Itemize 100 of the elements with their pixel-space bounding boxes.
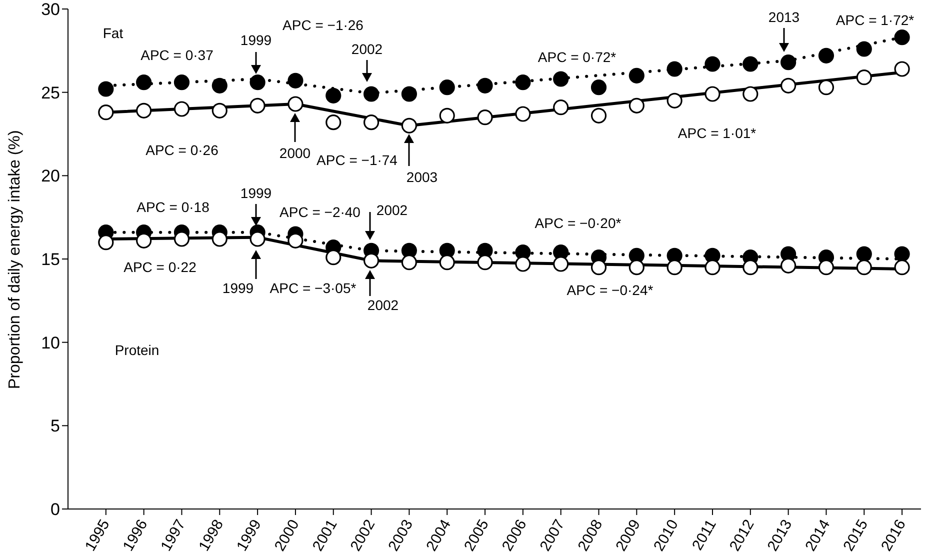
annotation: APC = −1·74 (316, 152, 398, 168)
annotation: APC = −0·20* (534, 215, 622, 231)
annotation: 2002 (351, 41, 383, 57)
annotation: APC = −2·40 (280, 204, 361, 220)
point (742, 56, 758, 72)
annotation: APC = 0·72* (538, 49, 617, 65)
y-tick-label: 5 (50, 416, 60, 436)
point (136, 102, 152, 118)
point (666, 92, 682, 108)
annotation: 2002 (376, 202, 408, 218)
point (363, 114, 380, 130)
y-axis-title: Proportion of daily energy intake (%) (6, 130, 24, 389)
point (628, 98, 644, 114)
point (288, 232, 304, 248)
point (136, 74, 152, 90)
y-tick-label: 0 (50, 500, 60, 520)
point (250, 74, 266, 90)
point (326, 250, 342, 266)
annotation: APC = 0·26 (146, 142, 219, 158)
point (628, 260, 644, 276)
point (174, 74, 190, 90)
point (212, 231, 228, 247)
annotation: 2013 (768, 9, 800, 25)
y-tick-label: 10 (41, 333, 60, 352)
point (666, 61, 682, 77)
point (212, 102, 228, 118)
point (439, 80, 455, 96)
point (742, 260, 758, 276)
point (212, 78, 228, 94)
point (477, 254, 493, 270)
annotation: 2000 (279, 145, 311, 161)
point (553, 100, 569, 116)
annotation: APC = 0·22 (124, 259, 197, 275)
point (250, 231, 266, 247)
point (704, 86, 720, 102)
annotation: 1999 (240, 185, 272, 201)
point (894, 30, 910, 46)
point (515, 256, 531, 272)
y-tick-label: 15 (41, 250, 60, 270)
annotation: APC = 1·72* (836, 12, 915, 28)
point (401, 118, 417, 134)
point (326, 114, 342, 130)
point (780, 78, 796, 94)
y-tick-label: 30 (41, 0, 60, 20)
annotation: Fat (102, 25, 124, 41)
annotation: APC = −0·24* (566, 282, 654, 298)
annotation: 2003 (406, 169, 438, 185)
annotation: APC = 0·37 (140, 47, 214, 63)
point (856, 246, 872, 262)
annotation: APC = 0·18 (136, 199, 210, 215)
point (666, 260, 682, 276)
point (818, 80, 834, 96)
point (174, 101, 190, 117)
point (250, 98, 266, 114)
point (98, 234, 114, 250)
point (856, 41, 872, 57)
y-tick-label: 20 (41, 166, 60, 186)
annotation: APC = −3·05* (270, 280, 357, 296)
point (515, 74, 531, 90)
point (326, 88, 342, 104)
point (818, 48, 834, 64)
point (742, 86, 758, 102)
point (98, 81, 114, 97)
point (590, 108, 607, 124)
point (856, 260, 872, 276)
point (628, 68, 644, 84)
point (174, 231, 190, 247)
annotation: 1999 (240, 32, 272, 48)
point (704, 260, 720, 276)
point (98, 104, 114, 120)
point (401, 254, 417, 270)
point (401, 86, 417, 102)
annotation: 1999 (222, 280, 254, 296)
point (288, 72, 304, 88)
y-tick-label: 25 (41, 83, 60, 102)
point (363, 86, 380, 102)
point (477, 78, 493, 94)
point (590, 260, 607, 276)
point (439, 108, 455, 124)
annotation: 2002 (367, 297, 399, 313)
point (894, 260, 910, 276)
point (818, 260, 834, 276)
point (477, 110, 493, 126)
point (363, 252, 380, 268)
point (856, 70, 872, 86)
annotation: APC = 1·01* (678, 125, 757, 141)
point (704, 56, 720, 72)
point (780, 54, 796, 70)
point (553, 256, 569, 272)
point (439, 254, 455, 270)
annotation: Protein (114, 342, 160, 358)
point (288, 96, 304, 112)
point (894, 246, 910, 262)
annotation: APC = −1·26 (282, 17, 364, 33)
point (590, 80, 607, 96)
point (894, 61, 910, 77)
point (780, 258, 796, 274)
point (136, 232, 152, 248)
point (553, 71, 569, 87)
point (515, 106, 531, 122)
